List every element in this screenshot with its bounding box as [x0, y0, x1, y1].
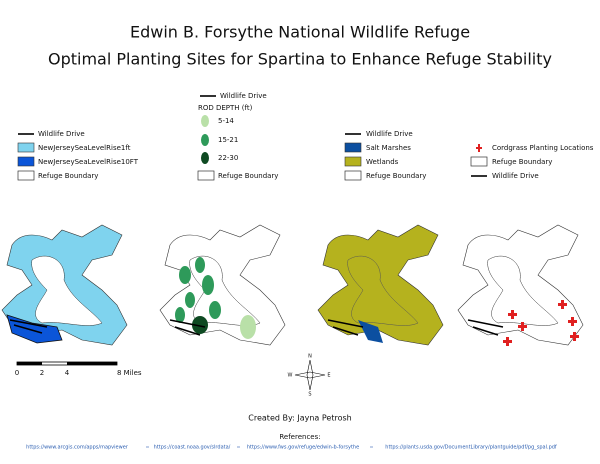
map-rod-depth [159, 224, 286, 346]
title: Edwin B. Forsythe National Wildlife Refu… [130, 23, 470, 42]
legend-label: Refuge Boundary [492, 158, 552, 166]
subtitle: Optimal Planting Sites for Spartina to E… [48, 50, 552, 69]
legend-swatch [17, 142, 35, 153]
legend: Wildlife Drive NewJerseySeaLevelRise1ft … [17, 130, 139, 181]
legend-symbol [201, 152, 209, 164]
scale-label: 2 [40, 369, 44, 377]
legend-label: 22-30 [218, 154, 238, 162]
legend-label: Wildlife Drive [492, 172, 539, 180]
compass-e: E [327, 373, 330, 379]
credit: Created By: Jayna Petrosh [248, 414, 351, 423]
legend-swatch [470, 156, 488, 167]
reference-link[interactable]: https://plants.usda.gov/DocumentLibrary/… [385, 445, 557, 451]
wildlife-drive [467, 319, 504, 336]
map-wetlands [317, 224, 444, 346]
scale-bar: 0 2 4 8 Miles [15, 361, 142, 377]
compass-n: N [308, 354, 312, 360]
legend-label: Salt Marshes [366, 144, 411, 152]
legend-label: Refuge Boundary [366, 172, 426, 180]
compass-s: S [308, 392, 311, 398]
reference-link[interactable]: https://www.fws.gov/refuge/edwin-b-forsy… [247, 445, 359, 451]
legend-label: Wildlife Drive [220, 92, 267, 100]
legend-swatch [344, 170, 362, 181]
legend-label: Cordgrass Planting Locations [492, 144, 594, 152]
legend: Wildlife Drive ROD DEPTH (ft) 5-14 15-21… [197, 92, 278, 181]
legend-swatch [17, 156, 35, 167]
legend-label: NewJerseySeaLevelRise10FT [38, 158, 139, 166]
legend-swatch [344, 156, 362, 167]
salt-marsh [358, 320, 383, 343]
rod-depth-zone [240, 315, 256, 339]
wildlife-drive [327, 319, 364, 336]
legend-label: Wildlife Drive [38, 130, 85, 138]
scale-label: 4 [65, 369, 70, 377]
references-title: References: [279, 433, 320, 441]
map-planting [457, 224, 584, 346]
scale-label: 0 [15, 369, 19, 377]
legend-symbol [201, 115, 209, 127]
reference-link[interactable]: https://www.arcgis.com/apps/mapviewer [26, 445, 129, 451]
legend: Cordgrass Planting Locations Refuge Boun… [470, 144, 594, 180]
legend-swatch [344, 142, 362, 153]
legend-label: 15-21 [218, 136, 238, 144]
legend-swatch [197, 170, 215, 181]
rod-depth-zones [175, 257, 221, 323]
compass-w: W [288, 373, 293, 379]
legend-symbol [476, 144, 482, 152]
legend-label: Refuge Boundary [38, 172, 98, 180]
rod-depth-zone [192, 316, 208, 334]
legend: Wildlife Drive Salt Marshes Wetlands Ref… [344, 130, 426, 181]
map-sea-level [1, 224, 128, 346]
north-arrow: N S E W [288, 354, 331, 398]
legend-label: 5-14 [218, 117, 234, 125]
wildlife-drive [9, 319, 48, 334]
scale-label: 8 Miles [117, 369, 142, 377]
planting-locations [503, 300, 579, 346]
wildlife-drive [169, 319, 206, 336]
references: https://www.arcgis.com/apps/mapviewer ht… [26, 445, 557, 451]
legend-swatch [17, 170, 35, 181]
legend-label: Wildlife Drive [366, 130, 413, 138]
reference-link[interactable]: https://coast.noaa.gov/slrdata/ [154, 445, 231, 451]
legend-symbol [201, 134, 209, 146]
legend-label: Refuge Boundary [218, 172, 278, 180]
legend-label: Wetlands [366, 158, 399, 166]
legend-label: NewJerseySeaLevelRise1ft [38, 144, 131, 152]
legend-title: ROD DEPTH (ft) [198, 104, 253, 112]
